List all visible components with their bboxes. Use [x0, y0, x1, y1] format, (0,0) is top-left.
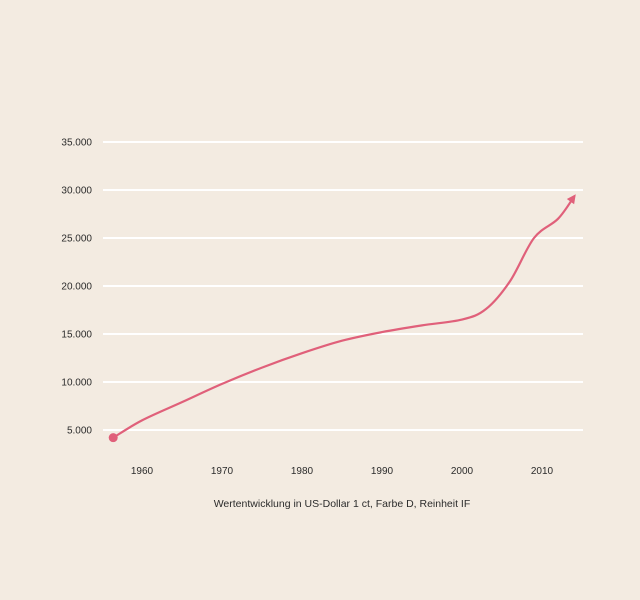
x-tick-label: 1990: [371, 466, 394, 477]
x-tick-label: 1970: [211, 466, 234, 477]
series-line: [112, 195, 576, 439]
arrow-head-icon: [566, 194, 576, 205]
x-tick-label: 1980: [291, 466, 314, 477]
y-tick-label: 5.000: [67, 426, 92, 437]
y-tick-label: 10.000: [61, 378, 92, 389]
x-tick-label: 2000: [451, 466, 474, 477]
y-tick-label: 25.000: [61, 234, 92, 245]
x-axis-ticks: 1960 1970 1980 1990 2000 2010: [131, 466, 554, 477]
y-tick-label: 35.000: [61, 138, 92, 149]
x-axis-label: Wertentwicklung in US-Dollar 1 ct, Farbe…: [214, 498, 471, 510]
series-group: [108, 194, 576, 443]
x-tick-label: 2010: [531, 466, 554, 477]
x-tick-label: 1960: [131, 466, 154, 477]
y-tick-label: 30.000: [61, 186, 92, 197]
y-axis-ticks: 5.000 10.000 15.000 20.000 25.000 30.000 35.00…: [61, 138, 92, 437]
y-tick-label: 20.000: [61, 282, 92, 293]
start-point-marker: [108, 433, 118, 443]
y-tick-label: 15.000: [61, 330, 92, 341]
gridlines: [103, 141, 583, 431]
